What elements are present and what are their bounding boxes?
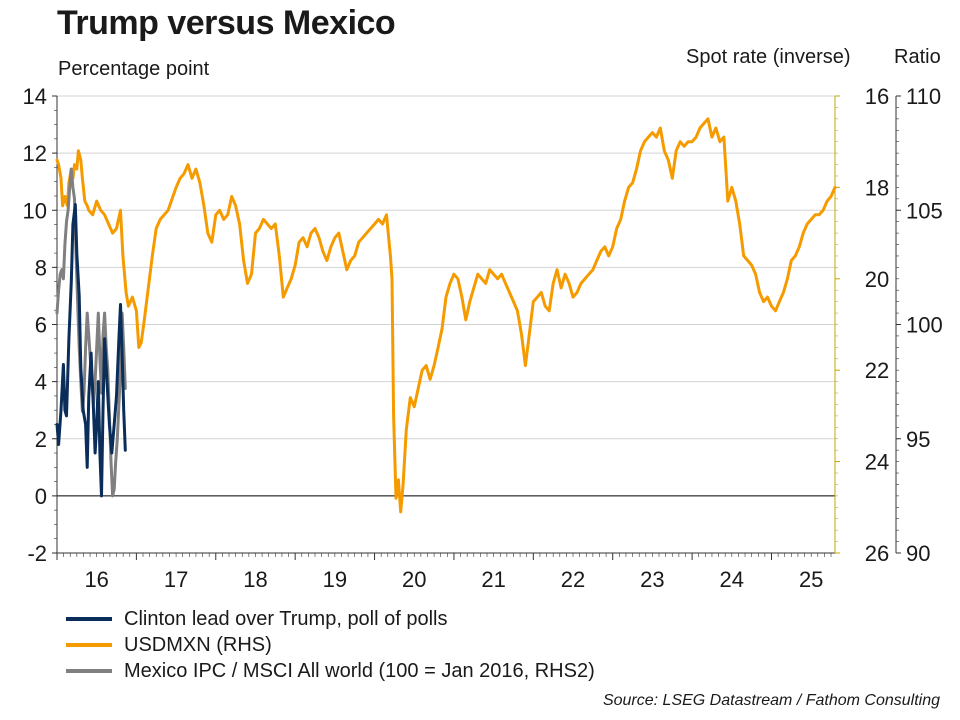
right2-axis-label: Ratio (894, 46, 941, 68)
x-axis-tick-label: 23 (640, 567, 664, 592)
legend-swatch-usdmxn (66, 643, 112, 647)
right-axis-tick-label: 22 (865, 358, 889, 383)
left-axis-tick-label: 4 (35, 370, 47, 395)
right2-axis-tick-label: 95 (906, 427, 930, 452)
legend-label-ipc: Mexico IPC / MSCI All world (100 = Jan 2… (124, 659, 595, 682)
x-axis-tick-label: 25 (799, 567, 823, 592)
right2-axis-tick-label: 90 (906, 541, 930, 566)
legend-swatch-ipc (66, 669, 112, 673)
left-axis-tick-label: 6 (35, 313, 47, 338)
legend: Clinton lead over Trump, poll of polls U… (66, 606, 595, 684)
x-axis-tick-label: 17 (164, 567, 188, 592)
left-axis-tick-label: 0 (35, 484, 47, 509)
right2-axis-tick-label: 100 (906, 313, 943, 338)
right-axis-tick-label: 24 (865, 450, 889, 475)
x-axis-tick-label: 20 (402, 567, 426, 592)
legend-item-usdmxn: USDMXN (RHS) (66, 632, 595, 658)
right-axis-tick-label: 18 (865, 175, 889, 200)
x-axis-tick-label: 22 (561, 567, 585, 592)
left-axis-tick-label: 12 (23, 141, 47, 166)
left-axis-tick-label: 14 (23, 84, 47, 109)
x-axis-tick-label: 21 (481, 567, 505, 592)
chart-title: Trump versus Mexico (57, 4, 396, 42)
legend-label-clinton: Clinton lead over Trump, poll of polls (124, 607, 448, 630)
left-axis-tick-label: 10 (23, 198, 47, 223)
left-axis-tick-label: 2 (35, 427, 47, 452)
source-note: Source: LSEG Datastream / Fathom Consult… (602, 692, 940, 709)
series-line-usdmxn (55, 117, 837, 514)
left-axis-label: Percentage point (58, 58, 210, 80)
right-axis-label: Spot rate (inverse) (686, 46, 851, 68)
right-axis-tick-label: 20 (865, 267, 889, 292)
legend-swatch-clinton (66, 617, 112, 621)
legend-item-clinton: Clinton lead over Trump, poll of polls (66, 606, 595, 632)
legend-item-ipc: Mexico IPC / MSCI All world (100 = Jan 2… (66, 658, 595, 684)
x-axis-tick-label: 18 (243, 567, 267, 592)
right2-axis-tick-label: 105 (906, 198, 943, 223)
series-line-clinton (55, 203, 127, 498)
x-axis-tick-label: 16 (84, 567, 108, 592)
right-axis-tick-label: 16 (865, 84, 889, 109)
right-axis-tick-label: 26 (865, 541, 889, 566)
legend-label-usdmxn: USDMXN (RHS) (124, 633, 272, 656)
right2-axis-tick-label: 110 (906, 84, 941, 109)
left-axis-tick-label: -2 (27, 541, 47, 566)
x-axis-tick-label: 24 (720, 567, 744, 592)
x-axis-tick-label: 19 (323, 567, 347, 592)
left-axis-tick-label: 8 (35, 255, 47, 280)
series-line-ipc (55, 167, 127, 498)
